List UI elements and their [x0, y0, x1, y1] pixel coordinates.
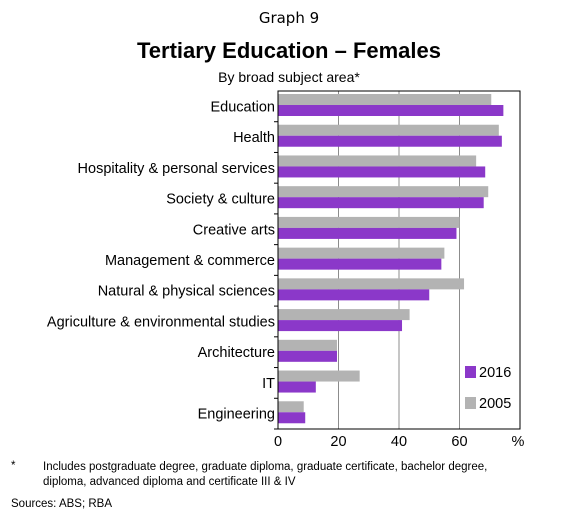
- legend-label-2005: 2005: [479, 396, 511, 412]
- x-tick-label: 20: [330, 434, 346, 450]
- bar-2005-5: [278, 247, 445, 259]
- bar-2016-7: [278, 320, 403, 332]
- footnote-marker: *: [11, 460, 16, 472]
- sources-note: Sources: ABS; RBA: [11, 498, 112, 510]
- category-label: IT: [262, 376, 275, 392]
- bar-2016-6: [278, 289, 430, 301]
- bar-2005-0: [278, 94, 492, 105]
- legend-swatch-2016: [465, 366, 476, 378]
- bar-chart: Education Health Hospitality & personal se…: [47, 90, 525, 450]
- bar-2005-2: [278, 155, 477, 167]
- graph-number: Graph 9: [258, 9, 320, 27]
- bar-2005-4: [278, 216, 460, 228]
- category-label: Society & culture: [166, 192, 275, 208]
- bar-2005-6: [278, 278, 465, 290]
- x-tick-label: 60: [451, 434, 467, 450]
- bar-2005-10: [278, 401, 304, 413]
- category-label: Agriculture & environmental studies: [47, 314, 275, 330]
- bar-2016-9: [278, 381, 316, 393]
- bar-2016-3: [278, 197, 484, 209]
- category-label: Education: [211, 99, 276, 115]
- category-label: Architecture: [198, 345, 275, 361]
- bar-2016-1: [278, 135, 502, 147]
- bar-2016-2: [278, 166, 486, 178]
- bar-2016-5: [278, 258, 442, 270]
- category-label: Engineering: [198, 407, 275, 423]
- legend-label-2016: 2016: [479, 365, 511, 381]
- bar-2016-4: [278, 227, 457, 239]
- plot-frame: [277, 90, 521, 430]
- bar-2016-8: [278, 350, 337, 362]
- footnote-text: Includes postgraduate degree, graduate d…: [43, 461, 488, 488]
- category-label: Natural & physical sciences: [98, 284, 275, 300]
- x-tick-label: 40: [391, 434, 407, 450]
- x-tick-label: 0: [274, 434, 282, 450]
- bar-2005-1: [278, 124, 499, 136]
- chart-title: Tertiary Education – Females: [136, 38, 442, 63]
- category-label: Management & commerce: [105, 253, 275, 269]
- chart-subtitle: By broad subject area*: [218, 69, 360, 85]
- category-label: Hospitality & personal services: [78, 161, 275, 177]
- category-label: Creative arts: [193, 222, 275, 238]
- bar-2016-0: [278, 105, 504, 116]
- bar-2005-8: [278, 339, 337, 351]
- bar-2005-9: [278, 370, 360, 382]
- legend-swatch-2005: [465, 397, 476, 409]
- category-label: Health: [233, 130, 275, 146]
- bar-2005-3: [278, 186, 489, 198]
- bar-2005-7: [278, 309, 410, 321]
- bar-2016-10: [278, 412, 306, 424]
- x-axis-unit: %: [512, 434, 525, 450]
